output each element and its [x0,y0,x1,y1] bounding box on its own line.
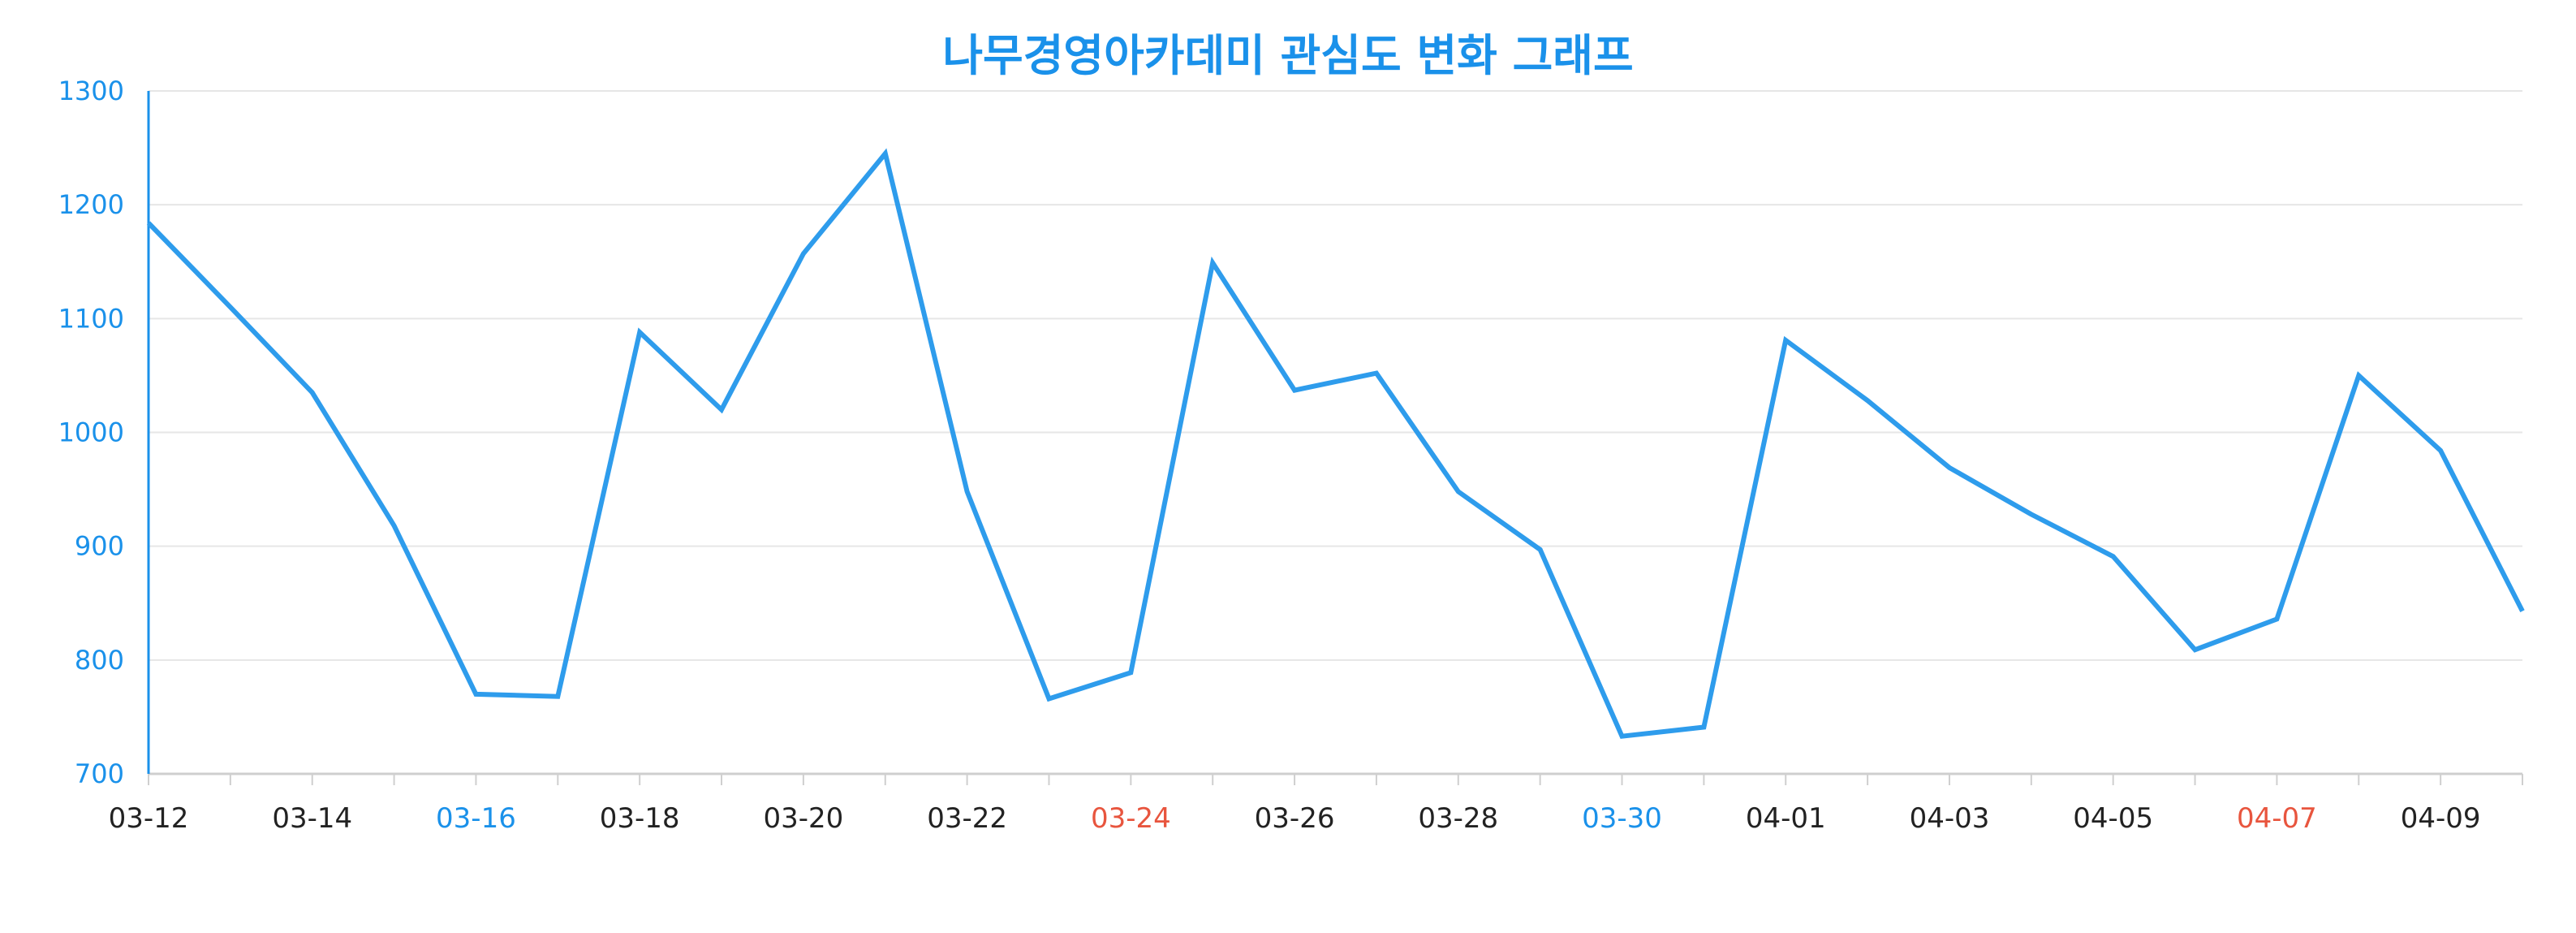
y-tick-label: 700 [75,758,124,789]
chart-title: 나무경영아카데미 관심도 변화 그래프 [942,30,1634,81]
y-tick-label: 900 [75,531,124,562]
x-tick-label: 04-07 [2237,802,2317,835]
x-tick-label: 03-14 [272,802,352,835]
x-tick-label: 03-22 [927,802,1007,835]
x-tick-label: 03-28 [1418,802,1498,835]
series-line [146,148,2525,739]
y-tick-label: 1300 [58,76,124,106]
y-tick-label: 1000 [58,417,124,448]
x-tick-label: 04-05 [2073,802,2153,835]
x-tick-label: 03-16 [436,802,516,835]
x-tick-label: 04-03 [1910,802,1990,835]
y-tick-label: 1200 [58,189,124,220]
x-tick-label: 03-18 [600,802,680,835]
y-tick-label: 1100 [58,303,124,334]
x-tick-label: 03-26 [1255,802,1335,835]
x-tick-label: 03-24 [1091,802,1171,835]
x-tick-label: 04-01 [1746,802,1826,835]
x-tick-label: 03-20 [763,802,843,835]
x-tick-label: 04-09 [2401,802,2481,835]
x-tick-label: 03-12 [109,802,189,835]
x-tick-label: 03-30 [1582,802,1662,835]
y-tick-label: 800 [75,645,124,676]
